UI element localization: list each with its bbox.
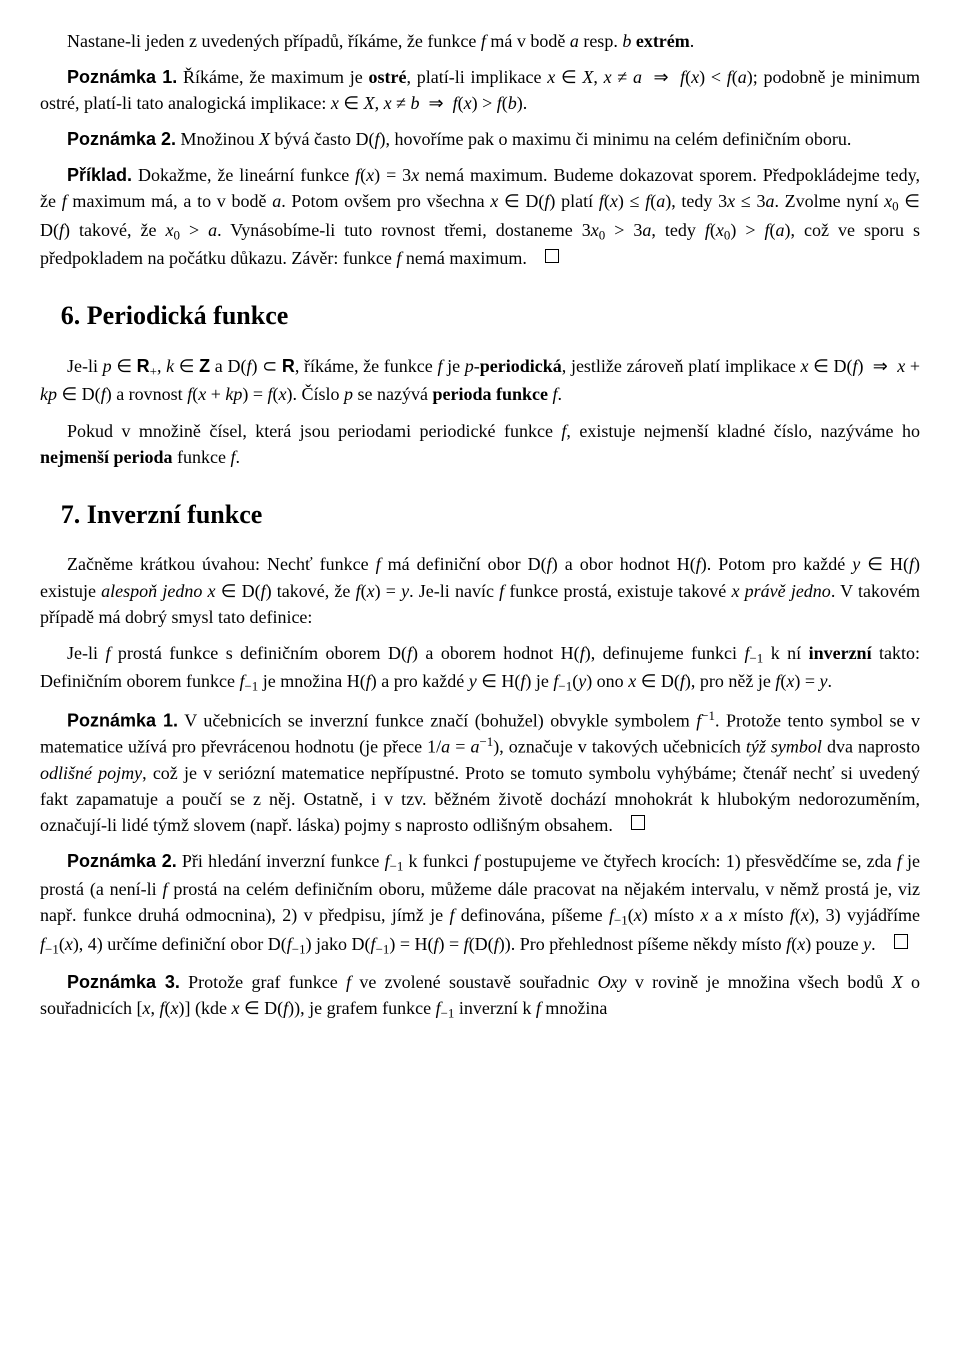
sec7-note-1-label: Poznámka 1. [67,710,178,730]
sec7-note-1: Poznámka 1. V učebnicích se inverzní fun… [40,707,920,838]
heading-7: 7. Inverzní funkce [61,496,920,534]
example-label: Příklad. [67,165,132,185]
note-2: Poznámka 2. Množinou X bývá často D(f), … [40,126,920,152]
example: Příklad. Dokažme, že lineární funkce f(x… [40,162,920,271]
sec7-note-3-label: Poznámka 3. [67,972,180,992]
sec6-paragraph-1: Je-li p ∈ R+, k ∈ Z a D(f) ⊂ R, říkáme, … [40,353,920,408]
qed-box [894,934,909,949]
note-1-label: Poznámka 1. [67,67,177,87]
heading-6: 6. Periodická funkce [61,297,920,335]
note-1: Poznámka 1. Říkáme, že maximum je ostré,… [40,64,920,116]
sec6-paragraph-2: Pokud v množině čísel, která jsou period… [40,418,920,470]
sec7-note-2-label: Poznámka 2. [67,851,177,871]
sec7-paragraph-1: Začněme krátkou úvahou: Nechť funkce f m… [40,551,920,629]
sec7-note-2: Poznámka 2. Při hledání inverzní funkce … [40,848,920,959]
note-2-label: Poznámka 2. [67,129,176,149]
qed-box [631,815,646,830]
sec7-paragraph-2: Je-li f prostá funkce s definičním obore… [40,640,920,697]
paragraph-intro: Nastane-li jeden z uvedených případů, ří… [40,28,920,54]
sec7-note-3: Poznámka 3. Protože graf funkce f ve zvo… [40,969,920,1024]
qed-box [545,249,560,264]
